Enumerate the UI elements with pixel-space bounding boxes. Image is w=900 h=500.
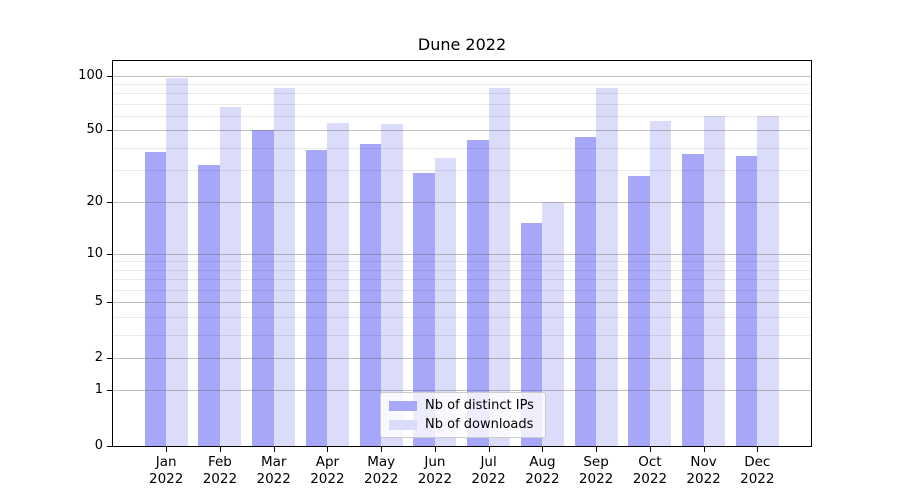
bar-downloads-feb (219, 107, 242, 446)
bar-downloads-jan (166, 77, 188, 446)
gridline-minor (113, 269, 811, 271)
x-tick-mark (434, 447, 436, 452)
gridline-minor (113, 170, 811, 172)
y-tick-mark (107, 253, 112, 255)
gridline-minor (113, 289, 811, 291)
x-tick-mark (757, 447, 759, 452)
gridline-major (113, 302, 811, 304)
legend-entry-downloads: Nb of downloads (389, 417, 537, 432)
x-tick-label-feb: Feb 2022 (202, 454, 238, 487)
y-tick-label: 20 (86, 193, 103, 209)
y-tick-mark (107, 201, 112, 203)
y-tick-label: 50 (86, 122, 103, 138)
x-tick-label-apr: Apr 2022 (310, 454, 345, 487)
x-tick-mark (596, 447, 598, 452)
legend-entry-distinct-ips: Nb of distinct IPs (389, 398, 537, 413)
x-tick-mark (166, 447, 168, 452)
y-tick-mark (107, 357, 112, 359)
bar-downloads-mar (273, 87, 296, 446)
x-tick-mark (219, 447, 221, 452)
gridline-major (113, 253, 811, 255)
legend: Nb of distinct IPs Nb of downloads (380, 392, 546, 438)
gridline-major (113, 130, 811, 132)
bar-distinct-ips-aug (520, 223, 543, 446)
bar-downloads-oct (649, 121, 672, 446)
x-tick-label-jun: Jun 2022 (417, 454, 453, 487)
bar-downloads-dec (757, 116, 779, 446)
gridline-minor (113, 334, 811, 336)
bar-downloads-nov (703, 116, 726, 446)
gridline-minor (113, 316, 811, 318)
x-tick-label-oct: Oct 2022 (632, 454, 668, 487)
y-tick-mark (107, 302, 112, 304)
legend-label-downloads: Nb of downloads (425, 417, 534, 432)
bar-distinct-ips-jan (144, 151, 167, 446)
y-tick-label: 1 (94, 382, 103, 398)
gridline-minor (113, 261, 811, 263)
bar-distinct-ips-apr (305, 149, 328, 446)
x-tick-mark (488, 447, 490, 452)
gridline-minor (113, 279, 811, 281)
x-tick-mark (273, 447, 275, 452)
x-tick-label-nov: Nov 2022 (686, 454, 721, 487)
x-tick-label-sep: Sep 2022 (578, 454, 614, 487)
y-tick-mark (107, 390, 112, 392)
legend-label-distinct-ips: Nb of distinct IPs (425, 398, 534, 413)
y-tick-label: 2 (94, 349, 103, 365)
gridline-minor (113, 147, 811, 149)
bar-downloads-apr (327, 122, 349, 446)
y-tick-mark (107, 130, 112, 132)
y-tick-label: 100 (78, 67, 103, 83)
x-tick-label-aug: Aug 2022 (525, 454, 560, 487)
x-tick-label-jul: Jul 2022 (471, 454, 506, 487)
bar-distinct-ips-oct (628, 175, 650, 446)
bar-distinct-ips-jul (467, 140, 489, 446)
y-tick-label: 10 (86, 245, 103, 261)
gridline-minor (113, 93, 811, 95)
x-tick-label-dec: Dec 2022 (740, 454, 775, 487)
bar-distinct-ips-dec (735, 156, 758, 446)
bar-distinct-ips-sep (574, 136, 597, 446)
x-tick-label-jan: Jan 2022 (149, 454, 184, 487)
gridline-minor (113, 103, 811, 105)
bar-downloads-aug (542, 201, 564, 446)
x-tick-mark (327, 447, 329, 452)
plot-area: Nb of distinct IPs Nb of downloads (112, 60, 812, 447)
gridline-minor (113, 83, 811, 85)
gridline-minor (113, 116, 811, 117)
bar-distinct-ips-jun (413, 173, 435, 446)
bar-distinct-ips-feb (198, 165, 220, 446)
x-tick-label-mar: Mar 2022 (256, 454, 291, 487)
chart-title: Dune 2022 (417, 35, 507, 54)
bar-distinct-ips-may (359, 144, 382, 446)
y-tick-label: 5 (94, 294, 103, 310)
bar-downloads-sep (596, 87, 618, 446)
legend-swatch-downloads (389, 419, 417, 430)
gridline-major (113, 201, 811, 203)
y-tick-mark (107, 446, 112, 447)
bar-distinct-ips-mar (252, 130, 274, 446)
x-tick-mark (381, 447, 383, 452)
gridline-major (113, 357, 811, 359)
gridline-major (113, 75, 811, 77)
bar-downloads-may (381, 124, 403, 446)
legend-swatch-distinct-ips (389, 400, 417, 411)
bar-downloads-jul (488, 87, 511, 446)
x-tick-mark (649, 447, 651, 452)
x-tick-mark (703, 447, 705, 452)
y-tick-label: 0 (94, 438, 103, 453)
bar-distinct-ips-nov (682, 154, 704, 446)
gridline-major (113, 390, 811, 392)
bar-downloads-jun (434, 158, 457, 446)
y-tick-mark (107, 75, 112, 77)
x-tick-label-may: May 2022 (364, 454, 399, 487)
x-tick-mark (542, 447, 544, 452)
